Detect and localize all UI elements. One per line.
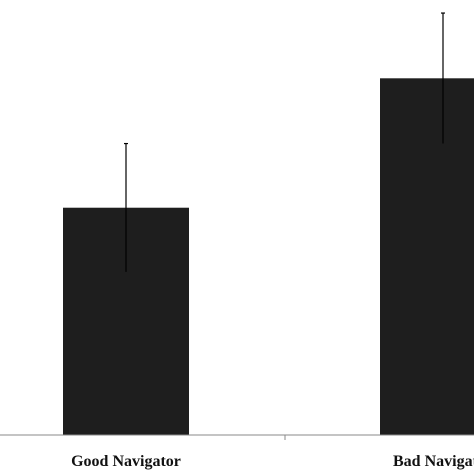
x-tick-label-1: Good Navigator [71, 453, 181, 470]
bar-2 [380, 78, 474, 436]
bars-layer [63, 78, 474, 436]
x-tick-label-2: Bad Navigator [393, 453, 474, 470]
x-tick-labels: Good Navigator Bad Navigator [71, 453, 474, 470]
error-bars-layer [124, 12, 445, 272]
